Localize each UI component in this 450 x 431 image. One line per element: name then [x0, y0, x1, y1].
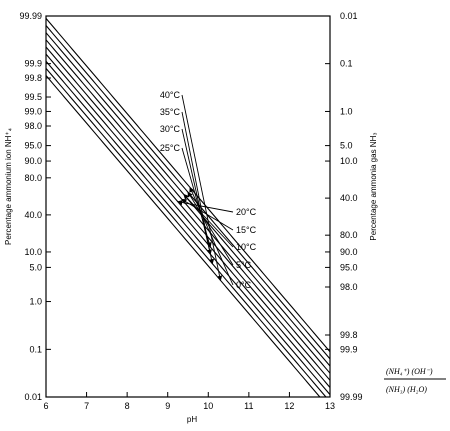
right-tick-label: 95.0: [340, 262, 358, 272]
series-label: 30°C: [160, 124, 181, 134]
series-pointer: [189, 186, 234, 286]
series-line: [46, 39, 330, 374]
left-tick-label: 99.8: [24, 73, 42, 83]
x-tick-label: 13: [325, 401, 335, 411]
right-tick-label: 0.1: [340, 59, 353, 69]
x-tick-label: 9: [165, 401, 170, 411]
series-labels: 40°C 35°C 30°C 25°C 20°C 15°C 10°C 5°C 0°C: [160, 90, 257, 290]
left-tick-label: 0.1: [29, 344, 42, 354]
right-tick-label: 5.0: [340, 141, 353, 151]
right-tick-label: 99.9: [340, 344, 358, 354]
series-line: [46, 68, 327, 397]
series-label: 10°C: [236, 242, 257, 252]
formula-numerator: (NH₄⁺) (OH⁻): [386, 367, 433, 376]
series-line: [46, 75, 321, 397]
series-pointer: [181, 128, 212, 256]
right-axis-label: Percentage ammonia gas NH₃: [369, 132, 378, 240]
axes: 6 7 8 9 10 11 12 13 pH 0.01 0.1 1.0 5.0 10.0 40.0 80.0 9…: [4, 11, 378, 424]
formula-annotation: (NH₄⁺) (OH⁻) (NH₃) (H₂O): [384, 367, 446, 394]
left-axis-label: Percentage ammonium ion NH⁺₄: [4, 128, 13, 245]
right-tick-label: 10.0: [340, 156, 358, 166]
series-line: [46, 60, 330, 395]
series-pointer: [181, 111, 215, 265]
x-tick-label: 12: [284, 401, 294, 411]
left-tick-label: 98.0: [24, 121, 42, 131]
series-line: [46, 46, 330, 381]
series-pointer: [181, 198, 234, 231]
series-pointer: [176, 199, 234, 213]
left-tick-label: 99.0: [24, 106, 42, 116]
left-tick-label: 95.0: [24, 141, 42, 151]
series-label: 5°C: [236, 260, 252, 270]
series-label: 15°C: [236, 225, 257, 235]
left-tick-label: 40.0: [24, 210, 42, 220]
series-pointer: [181, 147, 212, 248]
right-tick-label: 98.0: [340, 282, 358, 292]
left-tick-label: 10.0: [24, 247, 42, 257]
right-tick-label: 99.99: [340, 392, 363, 402]
series-label: 25°C: [160, 143, 181, 153]
x-tick-label: 6: [43, 401, 48, 411]
series-label: 0°C: [236, 280, 252, 290]
plot-frame: [45, 15, 331, 398]
formula-denominator: (NH₃) (H₂O): [386, 385, 427, 394]
curves: [46, 18, 330, 397]
right-tick-label: 40.0: [340, 193, 358, 203]
series-label: 35°C: [160, 107, 181, 117]
series-line: [46, 18, 330, 353]
series-pointer: [181, 94, 223, 282]
left-tick-label: 90.0: [24, 156, 42, 166]
left-tick-label: 99.5: [24, 92, 42, 102]
series-pointer: [187, 191, 234, 266]
right-tick-label: 90.0: [340, 247, 358, 257]
series-line: [46, 25, 330, 360]
x-tick-label: 8: [125, 401, 130, 411]
left-tick-label: 80.0: [24, 173, 42, 183]
series-line: [46, 53, 330, 388]
right-tick-label: 80.0: [340, 230, 358, 240]
right-tick-label: 0.01: [340, 11, 358, 21]
x-axis-label: pH: [187, 415, 197, 424]
left-tick-label: 0.01: [24, 392, 42, 402]
series-label: 40°C: [160, 90, 181, 100]
series-label: 20°C: [236, 207, 257, 217]
x-tick-label: 11: [244, 401, 253, 411]
left-tick-label: 1.0: [29, 297, 42, 307]
series-pointer: [183, 193, 234, 248]
right-tick-label: 1.0: [340, 106, 353, 116]
left-tick-label: 99.99: [19, 11, 42, 21]
right-tick-label: 99.8: [340, 330, 358, 340]
x-tick-label: 10: [203, 401, 213, 411]
left-tick-label: 5.0: [29, 262, 42, 272]
curve-group: [46, 18, 330, 397]
x-tick-label: 7: [84, 401, 89, 411]
left-tick-label: 99.9: [24, 59, 42, 69]
